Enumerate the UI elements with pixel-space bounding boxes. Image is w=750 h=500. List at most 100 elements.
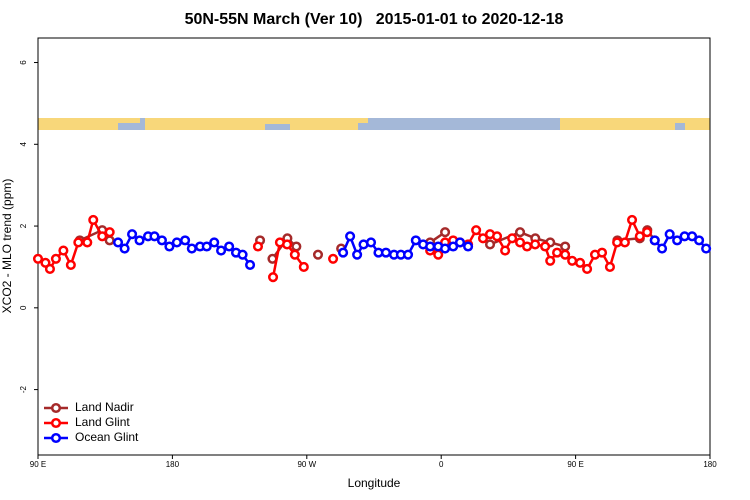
marker: [237, 249, 248, 260]
marker: [164, 241, 175, 252]
marker: [312, 249, 324, 260]
marker: [345, 231, 356, 242]
y-tick-label: -2: [19, 385, 28, 393]
marker: [156, 235, 167, 246]
marker: [657, 243, 668, 254]
marker: [540, 241, 551, 252]
marker: [119, 243, 130, 254]
marker: [289, 249, 300, 260]
marker: [104, 227, 115, 238]
marker: [634, 231, 645, 242]
marker: [560, 241, 571, 252]
marker: [50, 253, 61, 264]
marker: [298, 261, 309, 272]
marker: [440, 227, 451, 238]
chart-title: 50N-55N March (Ver 10) 2015-01-01 to 202…: [185, 11, 564, 28]
marker: [282, 239, 293, 250]
marker: [73, 237, 84, 248]
marker: [492, 231, 503, 242]
legend-label: Land Glint: [75, 415, 130, 429]
x-tick-label: 0: [439, 460, 444, 469]
marker: [626, 214, 638, 225]
x-tick-label: 180: [166, 460, 180, 469]
marker: [32, 253, 44, 264]
marker: [216, 245, 227, 256]
marker: [209, 237, 220, 248]
marker: [560, 249, 571, 260]
marker: [664, 229, 675, 240]
marker: [463, 241, 474, 252]
marker: [410, 235, 421, 246]
marker: [619, 237, 630, 248]
y-axis-label: XCO2 - MLO trend (ppm): [0, 179, 14, 314]
legend-label: Ocean Glint: [75, 430, 139, 444]
marker: [530, 239, 541, 250]
x-axis-label: Longitude: [348, 476, 401, 490]
marker: [65, 259, 76, 270]
marker: [149, 231, 160, 242]
x-tick-label: 180: [703, 460, 717, 469]
marker: [701, 243, 712, 254]
marker: [425, 241, 436, 252]
marker: [694, 235, 705, 246]
marker: [477, 233, 489, 244]
marker: [672, 235, 683, 246]
marker: [582, 263, 593, 275]
marker: [88, 214, 99, 225]
marker: [545, 255, 556, 266]
x-tick-label: 90 W: [297, 460, 316, 469]
x-tick-label: 90 E: [30, 460, 46, 469]
marker: [352, 249, 363, 260]
marker: [58, 245, 69, 256]
marker: [471, 225, 482, 236]
marker: [484, 239, 496, 250]
marker: [380, 247, 391, 258]
marker: [186, 243, 197, 254]
marker: [567, 255, 578, 266]
x-tick-label: 90 E: [567, 460, 583, 469]
marker: [97, 231, 108, 242]
marker: [245, 259, 256, 270]
marker: [338, 247, 349, 258]
legend-marker: [50, 432, 62, 444]
marker: [596, 247, 608, 258]
marker: [522, 241, 533, 252]
marker: [448, 241, 459, 252]
marker: [402, 249, 414, 260]
marker: [514, 237, 526, 248]
marker: [252, 241, 264, 252]
y-tick-label: 0: [19, 305, 28, 310]
marker: [687, 231, 698, 242]
marker: [112, 237, 124, 248]
marker: [642, 227, 653, 238]
marker: [440, 243, 451, 254]
marker: [649, 235, 660, 246]
marker: [134, 235, 145, 246]
marker: [224, 241, 235, 252]
marker: [268, 272, 279, 283]
marker: [604, 261, 615, 272]
marker: [507, 233, 518, 244]
marker: [44, 263, 55, 275]
marker: [500, 245, 511, 256]
y-tick-label: 4: [19, 142, 28, 147]
marker: [433, 249, 444, 260]
marker: [552, 247, 563, 258]
marker: [575, 257, 586, 268]
marker: [82, 237, 93, 248]
legend-marker: [50, 417, 62, 429]
marker: [180, 235, 191, 246]
legend-label: Land Nadir: [75, 400, 134, 414]
marker: [514, 227, 526, 238]
marker: [171, 237, 182, 248]
marker: [365, 237, 377, 248]
marker: [201, 241, 212, 252]
land-mask-strip: [38, 118, 710, 130]
legend-marker: [50, 402, 62, 414]
marker: [291, 241, 302, 252]
marker: [612, 237, 623, 248]
marker: [328, 253, 339, 264]
marker: [127, 229, 138, 240]
